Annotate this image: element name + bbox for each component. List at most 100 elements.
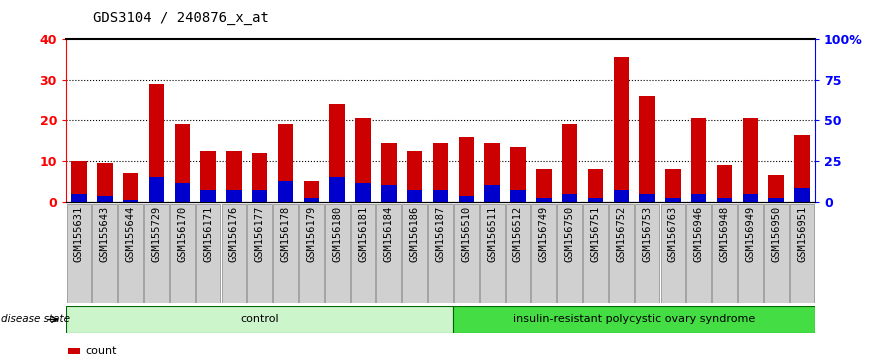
FancyBboxPatch shape [764,204,788,303]
Bar [97,163,113,202]
Text: GSM156750: GSM156750 [565,206,574,262]
FancyBboxPatch shape [686,204,711,303]
Text: GSM156179: GSM156179 [307,206,316,262]
Bar [562,124,577,202]
Bar [200,190,216,202]
FancyBboxPatch shape [325,204,350,303]
Bar [795,188,810,202]
Text: GDS3104 / 240876_x_at: GDS3104 / 240876_x_at [93,11,269,25]
FancyBboxPatch shape [506,204,530,303]
Bar [459,137,474,202]
Text: GSM156181: GSM156181 [358,206,368,262]
FancyBboxPatch shape [789,204,814,303]
Bar [768,175,784,202]
FancyBboxPatch shape [454,204,478,303]
Bar [743,194,759,202]
Text: GSM156753: GSM156753 [642,206,652,262]
Bar [665,198,681,202]
Text: GSM156180: GSM156180 [332,206,342,262]
Bar [691,118,707,202]
FancyBboxPatch shape [738,204,763,303]
FancyBboxPatch shape [67,204,92,303]
Text: control: control [241,314,279,325]
Bar [304,198,319,202]
Bar [174,183,190,202]
FancyBboxPatch shape [221,204,247,303]
Bar [588,169,603,202]
Bar [252,153,268,202]
Bar [459,196,474,202]
Bar [278,124,293,202]
Bar [355,183,371,202]
FancyBboxPatch shape [248,204,272,303]
Bar [355,118,371,202]
Bar [485,143,500,202]
Bar [304,181,319,202]
Bar [717,198,732,202]
Bar [71,161,86,202]
FancyBboxPatch shape [661,204,685,303]
Bar [278,181,293,202]
FancyBboxPatch shape [299,204,324,303]
FancyBboxPatch shape [531,204,556,303]
Bar [536,198,552,202]
Bar [665,169,681,202]
FancyBboxPatch shape [376,204,401,303]
FancyBboxPatch shape [557,204,582,303]
Text: GSM156510: GSM156510 [462,206,471,262]
Text: GSM155729: GSM155729 [152,206,161,262]
Bar [381,185,396,202]
Bar [97,196,113,202]
Text: GSM156187: GSM156187 [435,206,446,262]
Bar [640,96,655,202]
Bar [66,306,454,333]
Text: GSM155643: GSM155643 [100,206,110,262]
Bar [433,143,448,202]
Text: GSM156171: GSM156171 [204,206,213,262]
Text: GSM156949: GSM156949 [745,206,755,262]
Text: GSM156749: GSM156749 [539,206,549,262]
Bar [795,135,810,202]
FancyBboxPatch shape [609,204,633,303]
FancyBboxPatch shape [712,204,737,303]
FancyBboxPatch shape [480,204,505,303]
FancyBboxPatch shape [583,204,608,303]
Bar [717,165,732,202]
Bar [691,194,707,202]
FancyBboxPatch shape [118,204,143,303]
Bar [68,348,80,354]
Text: count: count [85,346,117,354]
FancyBboxPatch shape [144,204,169,303]
Bar [613,190,629,202]
Bar [174,124,190,202]
Bar [510,147,526,202]
Bar [768,198,784,202]
Bar [433,190,448,202]
FancyBboxPatch shape [351,204,375,303]
Text: disease state: disease state [1,314,70,325]
Text: GSM156948: GSM156948 [720,206,729,262]
Bar [407,190,422,202]
Bar [329,104,345,202]
Bar [71,194,86,202]
FancyBboxPatch shape [93,204,117,303]
Bar [226,190,241,202]
Text: GSM155631: GSM155631 [74,206,84,262]
Text: GSM156178: GSM156178 [280,206,291,262]
Bar [407,151,422,202]
Bar [536,169,552,202]
Text: GSM156511: GSM156511 [487,206,497,262]
Text: GSM156170: GSM156170 [177,206,188,262]
FancyBboxPatch shape [170,204,195,303]
Text: GSM156763: GSM156763 [668,206,677,262]
Bar [743,118,759,202]
Text: GSM156186: GSM156186 [410,206,419,262]
Text: GSM156512: GSM156512 [513,206,523,262]
Text: GSM156184: GSM156184 [384,206,394,262]
Bar [122,173,138,202]
Bar [588,198,603,202]
Text: GSM156951: GSM156951 [797,206,807,262]
FancyBboxPatch shape [403,204,427,303]
Bar [122,200,138,202]
Text: GSM156751: GSM156751 [590,206,601,262]
